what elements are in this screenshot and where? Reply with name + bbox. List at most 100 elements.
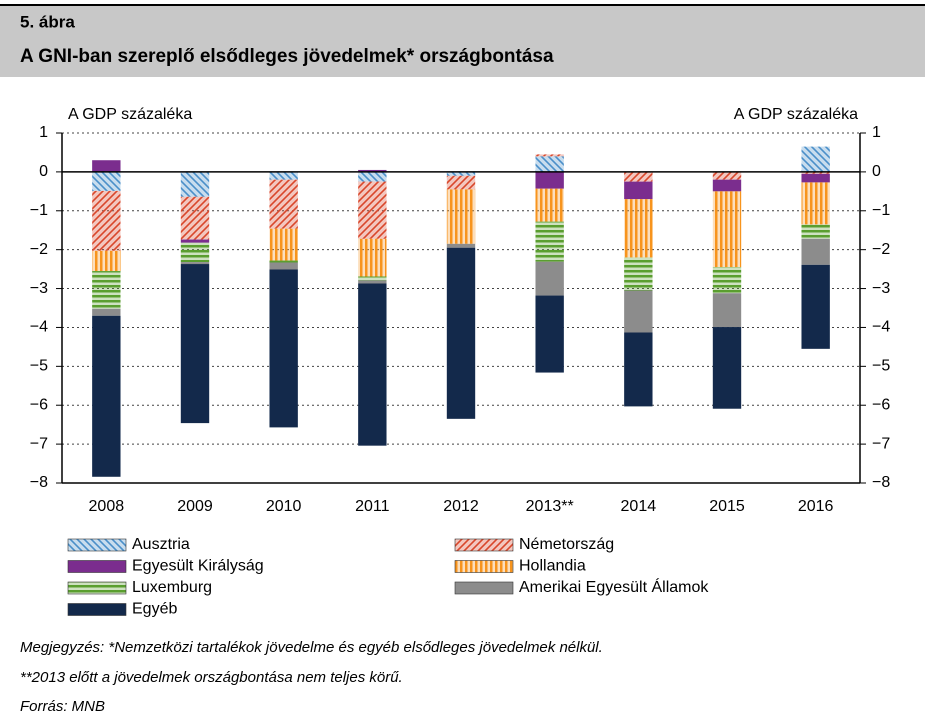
- y-tick-label: −7: [30, 435, 48, 452]
- y2-tick-label: −1: [872, 202, 890, 219]
- y2-tick-label: −4: [872, 319, 890, 336]
- chart-title: A GNI-ban szereplő elsődleges jövedelmek…: [20, 46, 554, 67]
- legend-swatch: [454, 581, 514, 595]
- y-tick-label: −5: [30, 358, 48, 375]
- bar-segment: [446, 243, 476, 248]
- bar-segment: [624, 290, 653, 333]
- bar-segment: [180, 196, 210, 240]
- note: **2013 előtt a jövedelmek országbontása …: [20, 669, 403, 686]
- bar-segment: [712, 327, 742, 409]
- legend-swatch: [454, 560, 514, 573]
- y2-tick-label: 0: [872, 163, 881, 180]
- y-tick-label: −4: [30, 319, 48, 336]
- bar-segment: [624, 332, 653, 407]
- y-tick-label: 0: [39, 163, 48, 180]
- bar-segment: [535, 156, 564, 172]
- y2-tick-label: 1: [872, 124, 881, 141]
- bar-segment: [624, 199, 653, 258]
- bar-segment: [269, 171, 298, 180]
- bar-segment: [269, 228, 298, 261]
- bar-segment: [801, 264, 830, 349]
- bar-segment: [712, 171, 742, 180]
- x-tick-label: 2008: [89, 498, 125, 515]
- legend-swatch: [67, 581, 127, 595]
- bar-segment: [92, 308, 121, 316]
- x-tick-label: 2012: [443, 498, 479, 515]
- y-tick-label: −1: [30, 202, 48, 219]
- bar-segment: [358, 283, 387, 446]
- x-tick-label: 2014: [621, 498, 657, 515]
- legend-swatch: [67, 603, 127, 616]
- bar-segment: [180, 242, 210, 263]
- bar-segment: [712, 179, 742, 192]
- legend-label: Hollandia: [519, 558, 586, 575]
- bar-segment: [801, 238, 830, 265]
- legend-label: Luxemburg: [132, 579, 212, 596]
- bar-segment: [92, 160, 121, 172]
- y-axis-label: A GDP százaléka: [68, 106, 192, 123]
- bar-segment: [180, 264, 210, 424]
- bar-segment: [269, 260, 298, 263]
- bar-segment: [801, 182, 830, 225]
- bar-segment: [446, 171, 476, 176]
- bar-segment: [180, 262, 210, 265]
- bar-segment: [535, 261, 564, 296]
- bar-segment: [92, 315, 121, 477]
- bar-segment: [446, 247, 476, 419]
- bar-segment: [535, 188, 564, 222]
- bar-segment: [801, 171, 830, 174]
- bar-segment: [535, 221, 564, 262]
- bar-segment: [712, 293, 742, 328]
- legend-swatch: [67, 538, 127, 552]
- bar-segment: [624, 257, 653, 291]
- legend-label: Egyéb: [132, 601, 177, 618]
- bar-segment: [535, 295, 564, 373]
- bar-segment: [269, 262, 298, 270]
- bar-segment: [269, 179, 298, 229]
- legend-label: Ausztria: [132, 536, 190, 553]
- note: Forrás: MNB: [20, 698, 105, 715]
- x-tick-label: 2009: [177, 498, 213, 515]
- bar-segment: [180, 171, 210, 197]
- bar-segment: [712, 191, 742, 268]
- figure-number: 5. ábra: [20, 12, 75, 31]
- bar-segment: [535, 171, 564, 189]
- bar-segment: [624, 181, 653, 200]
- bar-segment: [269, 269, 298, 428]
- y2-tick-label: −8: [872, 474, 890, 491]
- bar-segment: [358, 171, 387, 182]
- y2-tick-label: −6: [872, 396, 890, 413]
- bar-segment: [358, 276, 387, 281]
- legend-label: Egyesült Királyság: [132, 558, 264, 575]
- x-tick-label: 2010: [266, 498, 302, 515]
- bar-segment: [801, 224, 830, 239]
- bar-segment: [712, 267, 742, 294]
- bar-segment: [446, 189, 476, 244]
- x-tick-label: 2011: [355, 498, 390, 515]
- bar-segment: [92, 271, 121, 309]
- legend-label: Amerikai Egyesült Államok: [519, 577, 709, 596]
- bar-segment: [446, 175, 476, 190]
- x-tick-label: 2015: [709, 498, 745, 515]
- bar-segment: [624, 171, 653, 182]
- legend-label: Németország: [519, 536, 614, 553]
- legend-swatch: [454, 538, 514, 552]
- bar-segment: [358, 181, 387, 239]
- y2-tick-label: −7: [872, 435, 890, 452]
- bar-segment: [92, 190, 121, 251]
- bar-segment: [358, 280, 387, 284]
- y-tick-label: −3: [30, 280, 48, 297]
- y-tick-label: −6: [30, 396, 48, 413]
- bar-segment: [92, 250, 121, 272]
- y-tick-label: −8: [30, 474, 48, 491]
- x-tick-label: 2016: [798, 498, 834, 515]
- note: Megjegyzés: *Nemzetközi tartalékok jöved…: [20, 639, 603, 656]
- bar-segment: [358, 169, 387, 172]
- bar-segment: [535, 154, 564, 157]
- bar-segment: [180, 239, 210, 243]
- y-tick-label: 1: [39, 124, 48, 141]
- header-bg: [0, 5, 925, 77]
- bar-segment: [801, 173, 830, 183]
- bar-segment: [801, 146, 830, 172]
